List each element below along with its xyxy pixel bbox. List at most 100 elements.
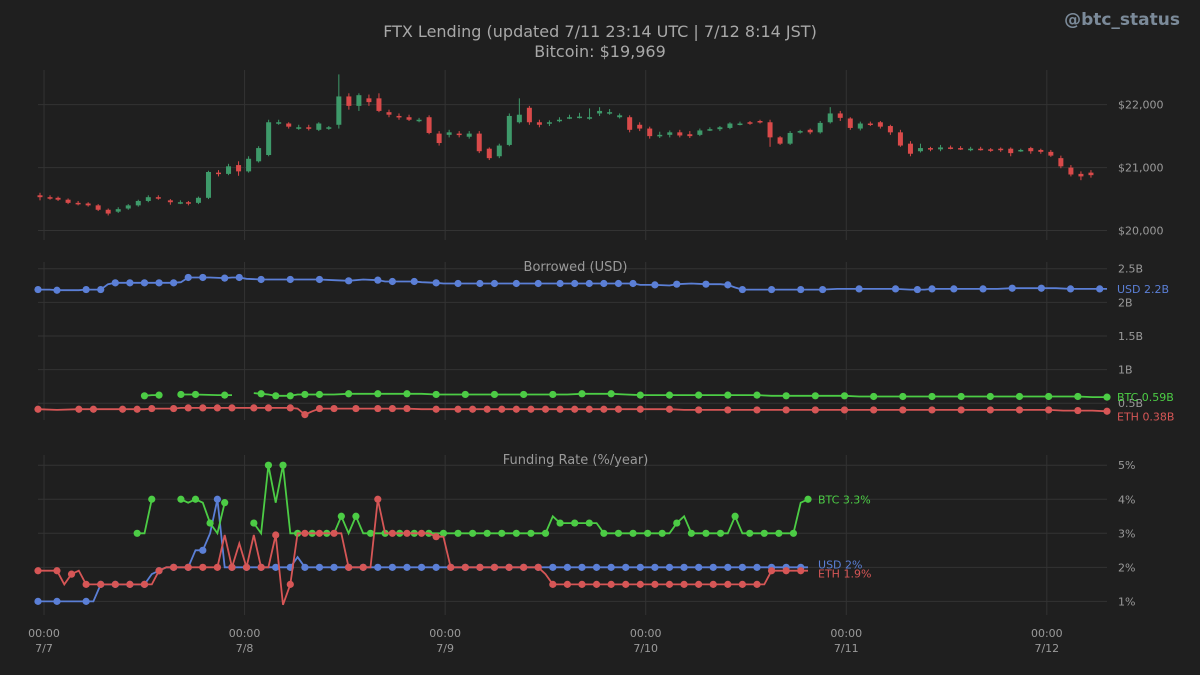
series-point — [571, 405, 579, 413]
series-point — [213, 404, 221, 412]
series-point — [549, 563, 557, 571]
y-tick-label: 0.5B — [1118, 397, 1143, 410]
series-point — [374, 276, 382, 284]
series-point — [432, 533, 440, 541]
candle-body — [938, 147, 944, 150]
series-point — [359, 563, 367, 571]
candle-body — [998, 148, 1004, 151]
series-point — [89, 405, 98, 413]
series-point — [986, 406, 994, 414]
candle-body — [236, 165, 242, 172]
series-point — [512, 279, 520, 288]
series-point — [913, 285, 922, 294]
y-tick-label: $22,000 — [1118, 99, 1164, 112]
series-point — [476, 563, 484, 571]
candle-body — [687, 134, 693, 137]
series-point — [614, 279, 623, 288]
y-tick-label: 2B — [1118, 296, 1133, 309]
series-point — [578, 580, 586, 588]
series-point — [928, 406, 936, 414]
series-point — [374, 563, 382, 571]
series-point — [636, 563, 644, 571]
series-point — [622, 580, 630, 588]
series-label: BTC 0.59B — [1117, 391, 1174, 404]
series-point — [250, 404, 258, 412]
series-point — [629, 529, 637, 537]
x-tick-time: 00:00 — [429, 627, 461, 640]
series-point — [578, 390, 586, 398]
candle-body — [867, 123, 873, 126]
candle-body — [717, 127, 723, 130]
series-point — [891, 285, 900, 293]
series-point — [140, 580, 149, 588]
series-point — [665, 580, 674, 588]
series-point — [585, 519, 593, 527]
series-point — [352, 404, 360, 413]
series-point — [1066, 285, 1075, 293]
series-point — [636, 391, 644, 399]
series-point — [82, 285, 90, 294]
series-point — [417, 563, 426, 571]
candle-body — [1078, 173, 1084, 177]
x-tick-time: 00:00 — [830, 627, 862, 640]
candle-body — [697, 130, 703, 135]
candle-body — [948, 147, 954, 149]
series-point — [199, 273, 207, 282]
series-point — [622, 563, 630, 571]
series-label: ETH 0.38B — [1117, 410, 1174, 423]
candle-body — [286, 123, 292, 127]
series-point — [716, 529, 725, 537]
y-tick-label: $21,000 — [1118, 162, 1164, 175]
series-point — [432, 563, 440, 571]
series-point — [301, 390, 309, 399]
series-point — [82, 580, 90, 588]
series-point — [731, 512, 739, 520]
candle-body — [466, 133, 472, 137]
series-point — [447, 563, 455, 571]
candle-body — [727, 123, 733, 128]
series-point — [242, 563, 251, 571]
candle-body — [125, 205, 131, 209]
series-point — [600, 279, 608, 288]
series-point — [724, 391, 732, 399]
series-point — [490, 390, 499, 399]
series-point — [272, 392, 280, 400]
candle-body — [1008, 148, 1014, 154]
series-point — [388, 563, 396, 571]
candle-body — [1048, 151, 1054, 156]
series-label: ETH 1.9% — [818, 568, 871, 581]
series-point — [782, 392, 790, 400]
candle-body — [55, 197, 61, 200]
series-point — [53, 286, 61, 294]
series-point — [133, 405, 141, 413]
series-point — [695, 406, 703, 414]
series-point — [957, 392, 965, 401]
series-point — [614, 405, 623, 413]
series-point — [111, 580, 119, 588]
candle-body — [587, 117, 593, 119]
series-point — [819, 285, 827, 294]
candle-body — [757, 121, 763, 123]
series-point — [133, 529, 141, 537]
series-point — [315, 390, 324, 399]
series-point — [811, 406, 819, 414]
candle-body — [246, 158, 252, 172]
candle-body — [506, 115, 512, 145]
candle-body — [837, 113, 843, 118]
series-point — [789, 529, 798, 537]
candle-body — [787, 132, 793, 144]
series-point — [950, 285, 958, 293]
candle-body — [426, 117, 432, 133]
series-point — [469, 405, 477, 413]
candle-body — [1028, 148, 1034, 152]
candle-body — [316, 123, 322, 130]
candle-body — [65, 199, 71, 203]
series-point — [279, 461, 287, 469]
candle-body — [85, 203, 91, 206]
candle-body — [486, 148, 492, 159]
series-point — [490, 563, 499, 571]
candle-body — [1088, 172, 1094, 176]
x-tick-time: 00:00 — [1031, 627, 1063, 640]
series-point — [272, 563, 280, 571]
series-point — [403, 390, 411, 398]
